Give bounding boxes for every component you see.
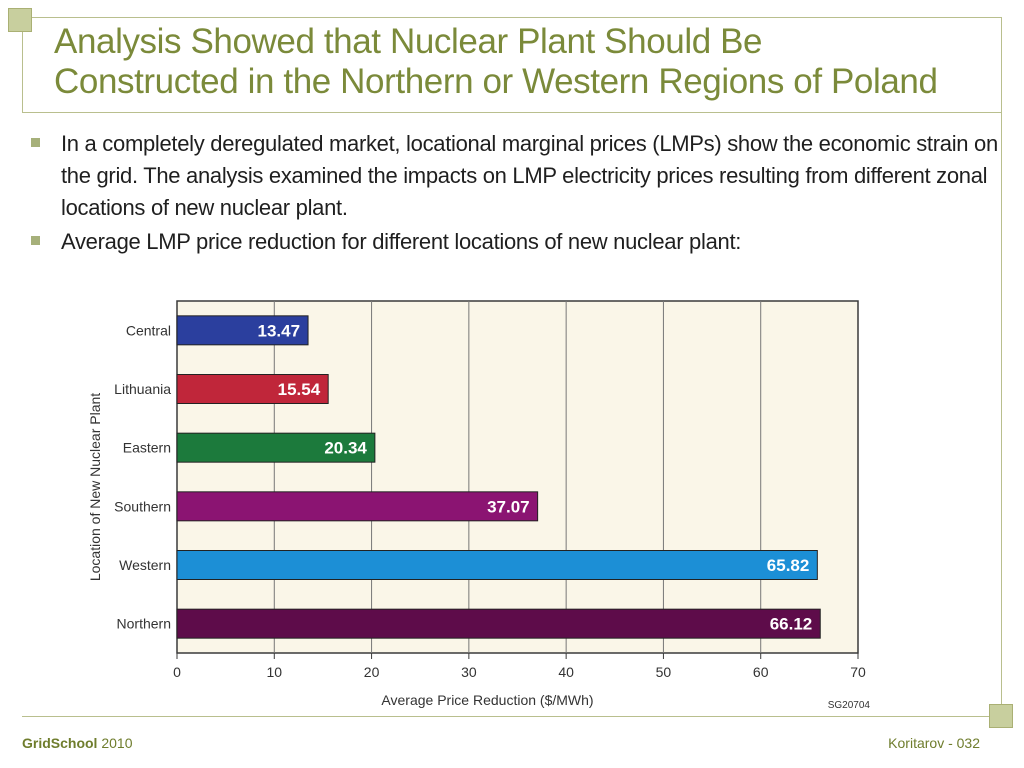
bar-value-label: 20.34 (324, 439, 367, 458)
bullet-square-icon (31, 236, 40, 245)
x-tick-label: 50 (656, 664, 672, 680)
bullet-item-2: Average LMP price reduction for differen… (28, 226, 1008, 258)
bar-value-label: 65.82 (767, 556, 810, 575)
bar-value-label: 15.54 (278, 380, 321, 399)
x-tick-label: 40 (558, 664, 574, 680)
category-label: Central (126, 322, 171, 338)
bar-value-label: 37.07 (487, 497, 530, 516)
bar-northern (176, 608, 821, 639)
figure-code: SG20704 (828, 700, 871, 711)
corner-square-bottom-right (989, 704, 1013, 728)
slide-title-line-1: Analysis Showed that Nuclear Plant Shoul… (54, 22, 763, 61)
bullet-text-1: In a completely deregulated market, loca… (61, 131, 998, 220)
footer-year: 2010 (101, 735, 133, 751)
bar-southern (176, 491, 539, 522)
slide-title: Analysis Showed that Nuclear Plant Shoul… (54, 22, 994, 102)
bar-western (176, 550, 818, 580)
frame-title-divider (22, 112, 1002, 113)
x-tick-label: 10 (266, 664, 282, 680)
plot-area (176, 300, 859, 654)
category-label: Western (119, 557, 171, 573)
bar-value-label: 13.47 (257, 321, 300, 340)
bullet-list: In a completely deregulated market, loca… (28, 128, 1008, 260)
price-reduction-chart: 0 10 20 30 40 50 60 70 13.47 Central 15.54 Lithuani… (80, 298, 880, 718)
x-tick-label: 0 (173, 664, 181, 680)
x-tick-label: 60 (753, 664, 769, 680)
x-axis-title: Average Price Reduction ($/MWh) (381, 692, 593, 708)
bar-central (176, 315, 309, 346)
frame-top-line (22, 17, 1002, 18)
corner-square-top-left (8, 8, 32, 32)
bar-lithuania (176, 374, 329, 404)
bar-value-label: 66.12 (770, 615, 813, 634)
frame-right-line (1001, 17, 1002, 717)
x-tick-label: 70 (850, 664, 866, 680)
category-label: Southern (114, 498, 171, 514)
bullet-text-2: Average LMP price reduction for differen… (61, 229, 742, 254)
y-axis-title: Location of New Nuclear Plant (87, 393, 103, 581)
footer-brand: GridSchool 2010 (22, 735, 133, 751)
category-label: Lithuania (114, 381, 171, 397)
frame-left-line (22, 17, 23, 113)
slide-title-line-2: Constructed in the Northern or Western R… (54, 62, 938, 101)
category-label: Eastern (123, 440, 171, 456)
footer-brand-name: GridSchool (22, 735, 98, 751)
bullet-square-icon (31, 138, 40, 147)
x-tick-label: 20 (364, 664, 380, 680)
footer-page-number: Koritarov - 032 (888, 735, 980, 751)
x-tick-label: 30 (461, 664, 477, 680)
frame-bottom-line (22, 716, 1002, 717)
category-label: Northern (117, 616, 171, 632)
bar-chart-svg: 0 10 20 30 40 50 60 70 13.47 Central 15.54 Lithuani… (87, 300, 871, 711)
bullet-item-1: In a completely deregulated market, loca… (28, 128, 1008, 224)
bar-eastern (176, 432, 376, 463)
